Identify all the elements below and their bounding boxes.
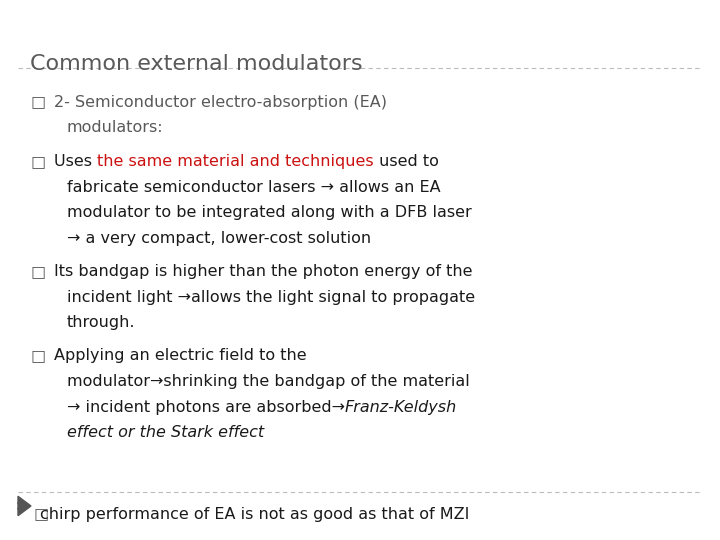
Text: fabricate semiconductor lasers → allows an EA: fabricate semiconductor lasers → allows … [67, 180, 441, 195]
Text: → a very compact, lower-cost solution: → a very compact, lower-cost solution [67, 231, 371, 246]
Text: Applying an electric field to the: Applying an electric field to the [54, 348, 307, 363]
Text: □: □ [30, 348, 45, 363]
Polygon shape [18, 496, 31, 516]
Text: effect or the Stark effect: effect or the Stark effect [67, 425, 264, 440]
Text: → incident photons are absorbed→: → incident photons are absorbed→ [67, 400, 345, 415]
Text: chirp performance of EA is not as good as that of MZI: chirp performance of EA is not as good a… [40, 507, 469, 522]
Text: □: □ [30, 154, 45, 169]
Text: incident light →allows the light signal to propagate: incident light →allows the light signal … [67, 289, 475, 305]
Text: □: □ [30, 264, 45, 279]
Text: Its bandgap is higher than the photon energy of the: Its bandgap is higher than the photon en… [54, 264, 472, 279]
Text: used to: used to [374, 154, 438, 169]
Text: □: □ [30, 94, 45, 110]
Text: modulator to be integrated along with a DFB laser: modulator to be integrated along with a … [67, 205, 472, 220]
Text: the same material and techniques: the same material and techniques [97, 154, 374, 169]
Text: 2- Semiconductor electro-absorption (EA): 2- Semiconductor electro-absorption (EA) [54, 94, 387, 110]
Text: Common external modulators: Common external modulators [30, 54, 363, 74]
Text: □: □ [33, 507, 48, 522]
Text: Franz-Keldysh: Franz-Keldysh [345, 400, 457, 415]
Text: through.: through. [67, 315, 135, 330]
Text: modulators:: modulators: [67, 119, 163, 134]
Text: modulator→shrinking the bandgap of the material: modulator→shrinking the bandgap of the m… [67, 374, 469, 389]
Text: Uses: Uses [54, 154, 97, 169]
